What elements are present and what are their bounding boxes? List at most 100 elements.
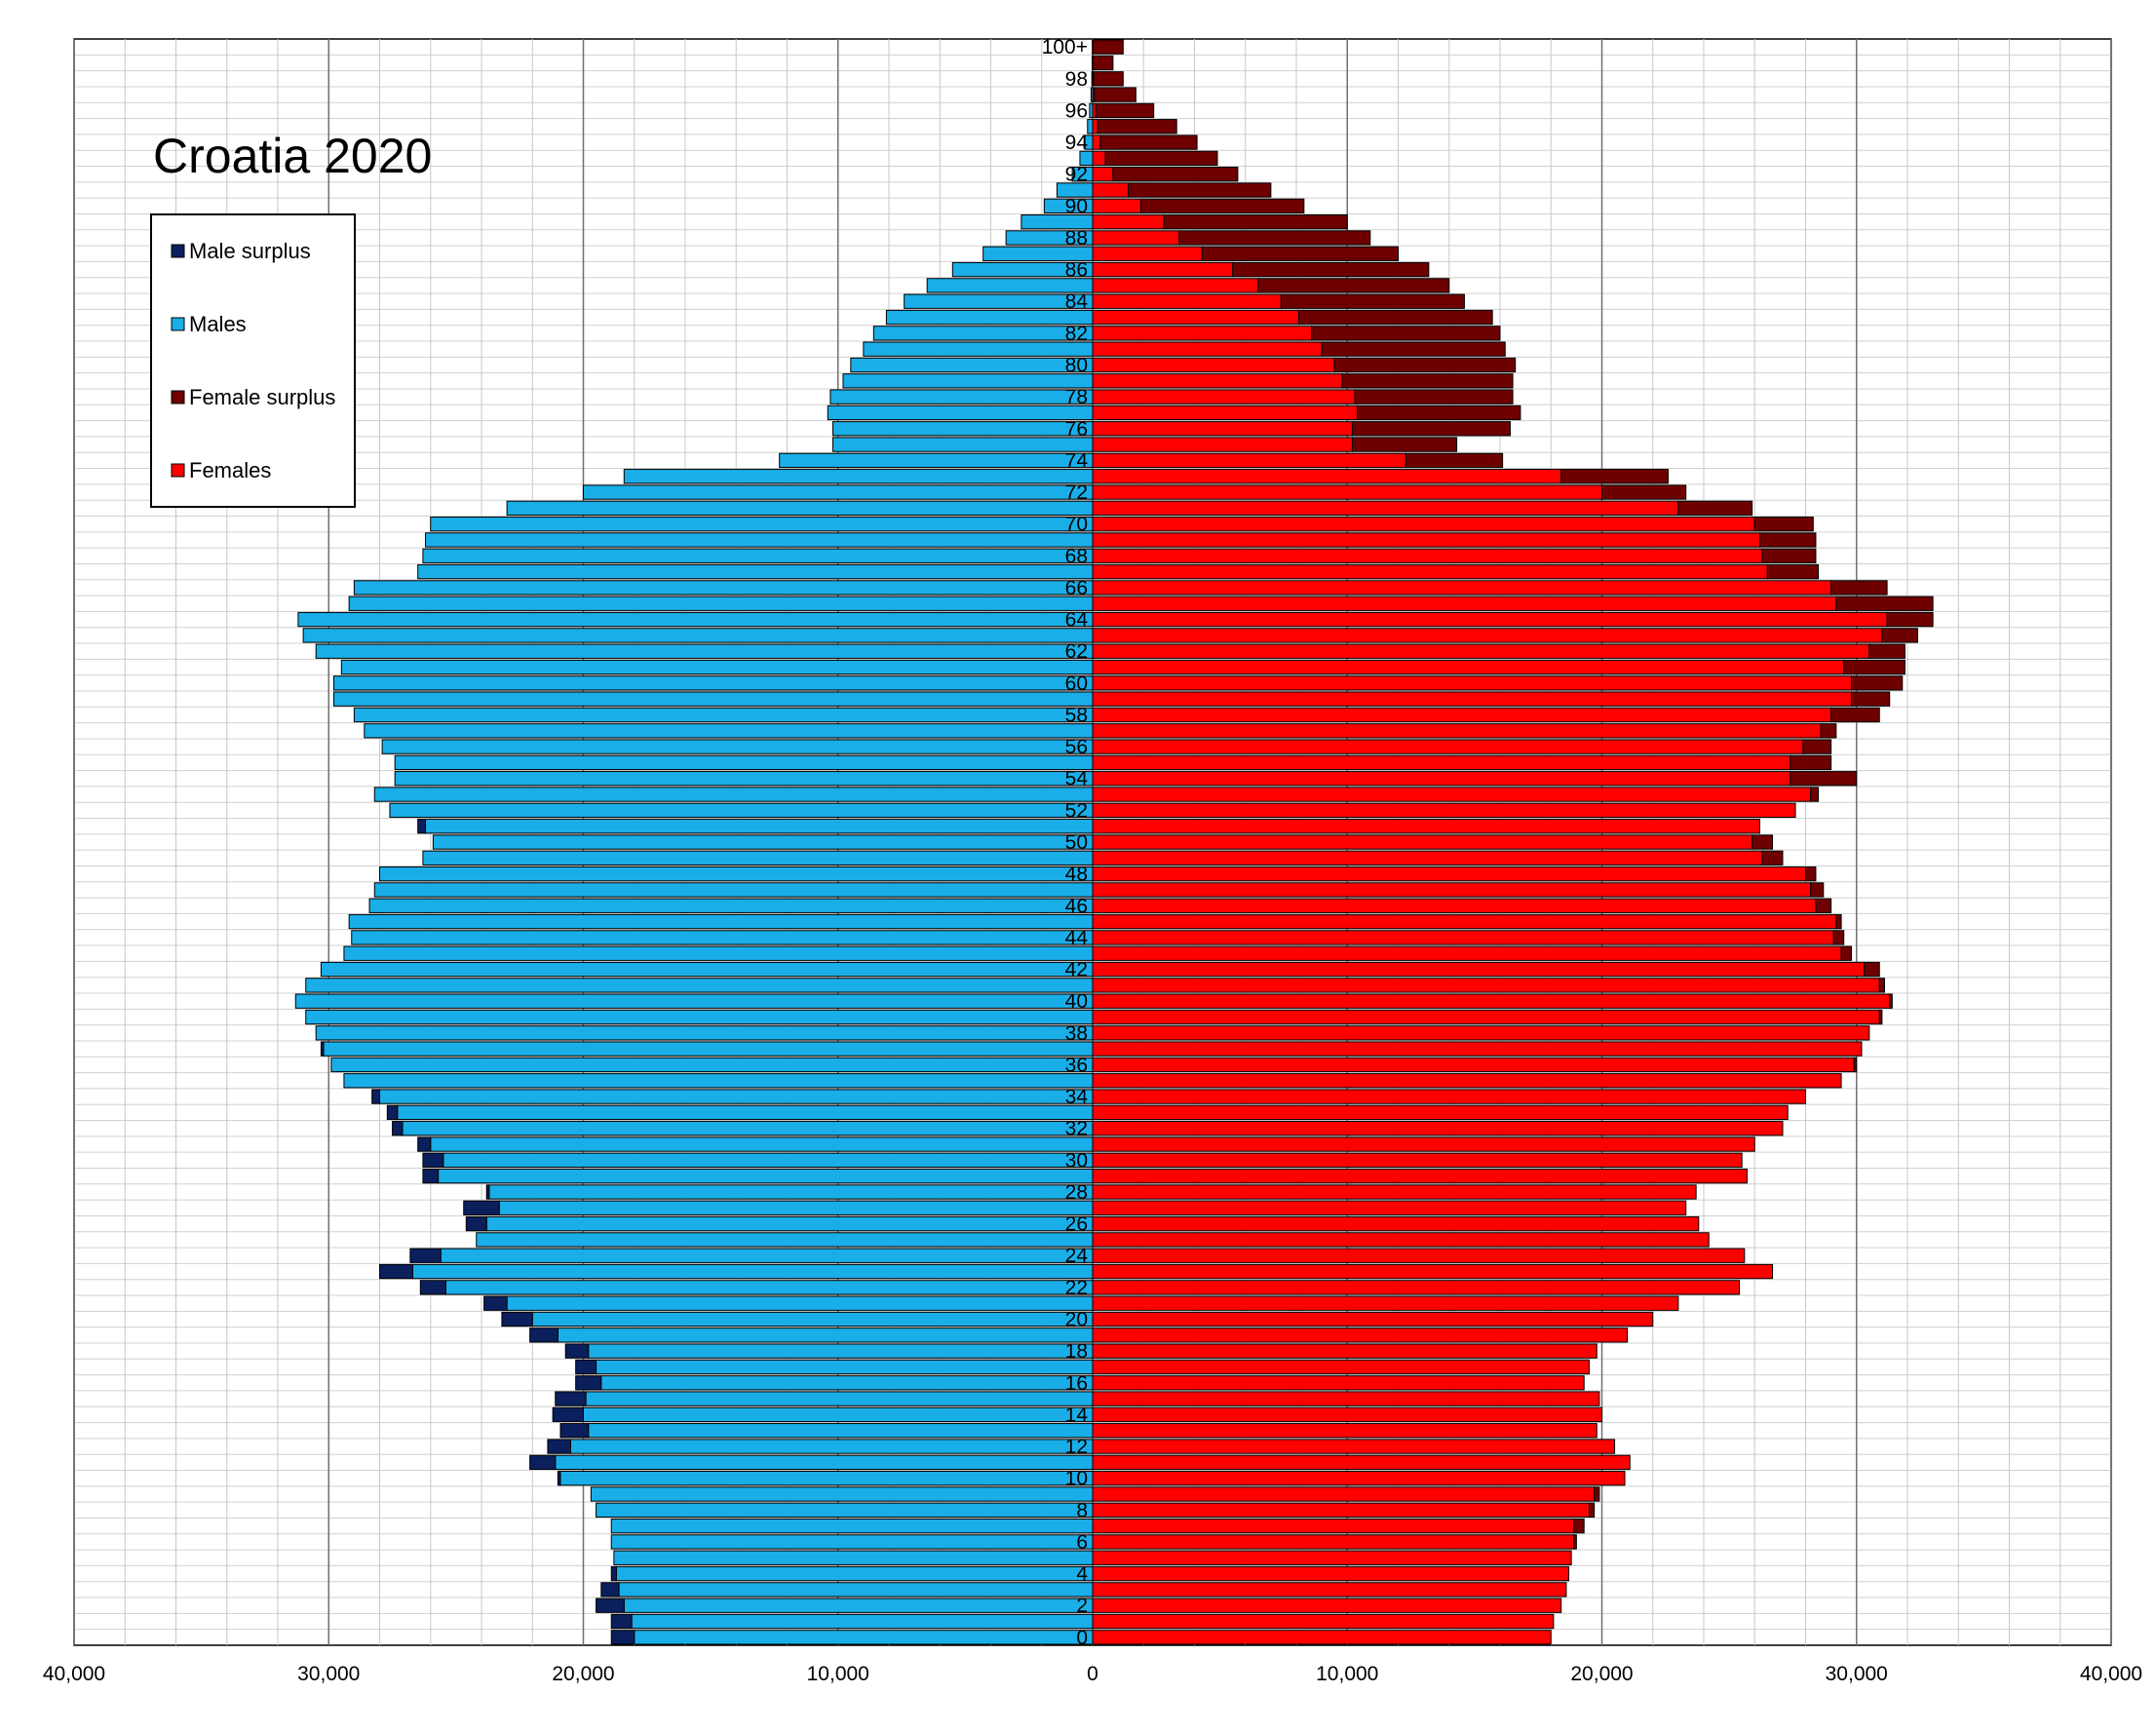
male-surplus-bar — [564, 1343, 590, 1359]
male-bar — [373, 787, 1094, 802]
male-bar — [885, 309, 1094, 326]
female-bar — [1092, 1550, 1572, 1565]
female-bar — [1092, 1121, 1784, 1136]
female-bar — [1092, 261, 1234, 278]
female-surplus-bar — [1095, 102, 1155, 119]
age-label: 86 — [1065, 259, 1088, 282]
x-tick-label: 40,000 — [2080, 1663, 2142, 1685]
age-label: 22 — [1065, 1277, 1088, 1299]
female-surplus-bar — [1163, 213, 1348, 230]
male-bar — [379, 1089, 1094, 1104]
male-surplus-bar — [386, 1104, 399, 1121]
age-label: 94 — [1065, 132, 1089, 154]
age-label: 40 — [1065, 990, 1088, 1013]
age-label: 82 — [1065, 323, 1088, 345]
male-surplus-bar — [392, 1121, 404, 1136]
male-bar — [381, 739, 1094, 754]
male-bar — [557, 1328, 1094, 1343]
female-surplus-bar — [1820, 723, 1837, 739]
male-bar — [394, 771, 1094, 787]
male-bar — [343, 1073, 1094, 1089]
male-bar — [315, 1025, 1094, 1041]
male-bar — [422, 850, 1094, 866]
age-label: 12 — [1065, 1436, 1088, 1458]
female-bar — [1092, 1057, 1855, 1073]
male-bar — [430, 517, 1094, 532]
age-label: 26 — [1065, 1213, 1088, 1236]
male-bar — [555, 1454, 1094, 1471]
male-bar — [531, 1311, 1094, 1328]
female-bar — [1092, 389, 1356, 404]
male-bar — [610, 1518, 1094, 1534]
female-bar — [1092, 898, 1817, 913]
female-bar — [1092, 1200, 1687, 1215]
male-bar — [422, 548, 1094, 563]
x-tick-label: 10,000 — [1316, 1663, 1378, 1685]
male-surplus-bar — [610, 1613, 633, 1630]
age-label: 52 — [1065, 799, 1088, 822]
male-bar — [613, 1550, 1094, 1565]
male-bar — [368, 898, 1094, 913]
female-bar — [1092, 326, 1313, 341]
age-label: 54 — [1065, 768, 1089, 790]
female-bar — [1092, 771, 1791, 787]
female-bar — [1092, 1089, 1806, 1104]
female-bar — [1092, 182, 1130, 198]
female-bar — [1092, 1597, 1562, 1613]
female-bar — [1092, 1502, 1590, 1518]
male-surplus-bar — [575, 1375, 602, 1391]
female-bar — [1092, 1630, 1552, 1645]
female-surplus-bar — [1257, 278, 1450, 293]
female-bar — [1092, 500, 1679, 517]
female-surplus-bar — [1864, 961, 1880, 978]
female-bar — [1092, 293, 1282, 309]
female-bar — [1092, 659, 1845, 675]
female-surplus-bar — [1851, 691, 1891, 707]
female-bar — [1092, 993, 1891, 1009]
male-bar — [348, 596, 1094, 611]
age-label: 58 — [1065, 704, 1088, 726]
male-bar — [348, 913, 1094, 930]
female-surplus-bar — [1201, 246, 1400, 261]
female-bar — [1092, 230, 1180, 246]
female-bar — [1092, 437, 1353, 452]
male-bar — [583, 1406, 1094, 1423]
age-label: 98 — [1065, 68, 1088, 91]
female-bar — [1092, 675, 1853, 691]
male-surplus-bar — [485, 1184, 490, 1200]
male-bar — [596, 1502, 1094, 1518]
female-bar — [1092, 754, 1791, 771]
male-bar — [559, 1471, 1094, 1486]
female-bar — [1092, 643, 1870, 659]
male-bar — [297, 611, 1094, 628]
female-bar — [1092, 913, 1837, 930]
male-bar — [305, 1009, 1094, 1025]
male-surplus-bar — [547, 1439, 571, 1454]
male-bar — [389, 802, 1094, 819]
male-bar — [623, 1597, 1094, 1613]
age-label: 34 — [1065, 1086, 1089, 1108]
age-label: 20 — [1065, 1309, 1088, 1331]
age-label: 46 — [1065, 895, 1088, 917]
male-bar — [596, 1359, 1094, 1375]
legend-box — [150, 213, 356, 508]
female-surplus-bar — [1588, 1502, 1596, 1518]
male-surplus-bar — [600, 1582, 620, 1597]
male-bar — [343, 945, 1094, 961]
female-surplus-bar — [1843, 659, 1906, 675]
age-label: 62 — [1065, 640, 1088, 663]
female-surplus-bar — [1761, 850, 1784, 866]
age-label: 36 — [1065, 1054, 1088, 1076]
age-label: 10 — [1065, 1468, 1088, 1490]
female-bar — [1092, 1280, 1741, 1295]
male-bar — [832, 421, 1094, 437]
female-surplus-bar — [1815, 898, 1832, 913]
male-bar — [351, 930, 1094, 945]
female-surplus-bar — [1560, 469, 1669, 484]
x-tick-label: 0 — [1087, 1663, 1098, 1685]
female-surplus-bar — [1333, 357, 1517, 373]
age-label: 90 — [1065, 195, 1088, 217]
female-surplus-bar — [1761, 548, 1817, 563]
male-bar — [634, 1630, 1094, 1645]
male-bar — [411, 1263, 1094, 1280]
